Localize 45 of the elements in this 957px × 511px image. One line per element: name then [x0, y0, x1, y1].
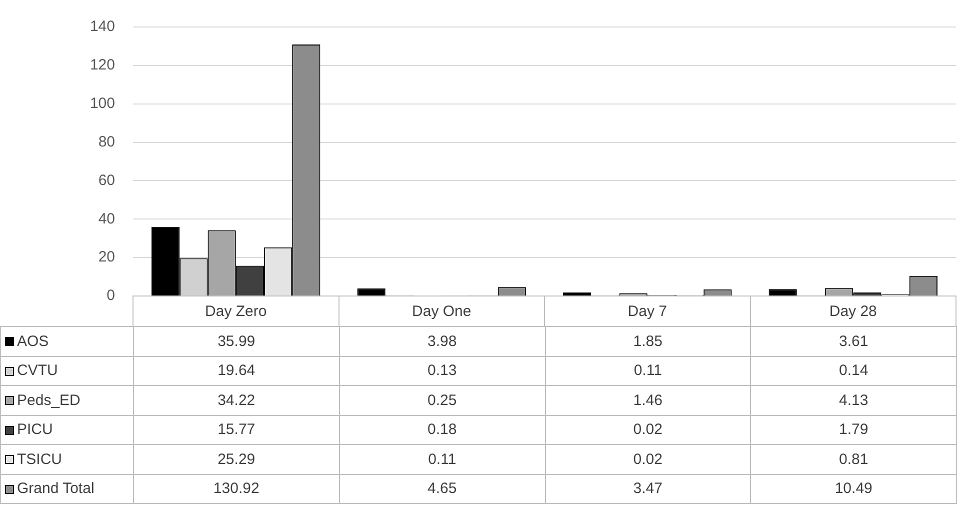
y-tick-label: 80 [98, 133, 115, 150]
y-tick-label: 60 [98, 172, 115, 189]
data-label: 0.18 [339, 415, 545, 444]
data-label: 3.47 [545, 474, 751, 504]
x-tick-label: Day One [412, 303, 472, 320]
data-label: 1.46 [545, 386, 751, 415]
bar [563, 292, 592, 296]
data-label: 34.22 [134, 386, 340, 415]
legend-label: CVTU [0, 356, 134, 386]
data-label: 4.65 [339, 474, 545, 504]
data-label: 10.49 [750, 474, 956, 504]
data-label: 35.99 [134, 326, 340, 356]
data-label: 0.11 [545, 356, 751, 386]
data-label: 0.11 [339, 444, 545, 474]
y-tick-label: 120 [90, 56, 115, 74]
data-label: 130.92 [134, 474, 340, 504]
data-label: 0.14 [750, 356, 956, 386]
data-label: 1.79 [750, 415, 956, 444]
data-label: 0.13 [339, 356, 545, 386]
data-label: 0.02 [545, 444, 751, 474]
x-tick-label: Day 28 [829, 303, 877, 320]
x-tick-label: Day Zero [205, 303, 267, 320]
legend-label: AOS [0, 326, 134, 356]
x-tick-label: Day 7 [628, 303, 667, 320]
bar [357, 288, 386, 296]
legend-label: Peds_ED [0, 386, 134, 415]
y-tick-label: 140 [90, 18, 115, 36]
data-label: 0.81 [750, 444, 956, 474]
y-tick-label: 20 [98, 248, 115, 266]
data-label: 0.25 [339, 386, 545, 415]
y-tick-label: 40 [98, 210, 115, 228]
data-label: 25.29 [134, 444, 340, 474]
legend-label: PICU [0, 415, 134, 444]
data-label: 19.64 [134, 356, 340, 386]
data-label: 15.77 [134, 415, 340, 444]
data-label: 1.85 [545, 326, 751, 356]
data-label: 3.61 [750, 326, 956, 356]
y-tick-label: 0 [106, 287, 115, 304]
data-label: 4.13 [750, 386, 956, 415]
bar [768, 289, 797, 296]
legend-label: Grand Total [0, 474, 134, 504]
data-label: 0.02 [545, 415, 751, 444]
legend-label: TSICU [0, 444, 134, 474]
y-tick-label: 100 [90, 95, 115, 112]
data-label: 3.98 [339, 326, 545, 356]
